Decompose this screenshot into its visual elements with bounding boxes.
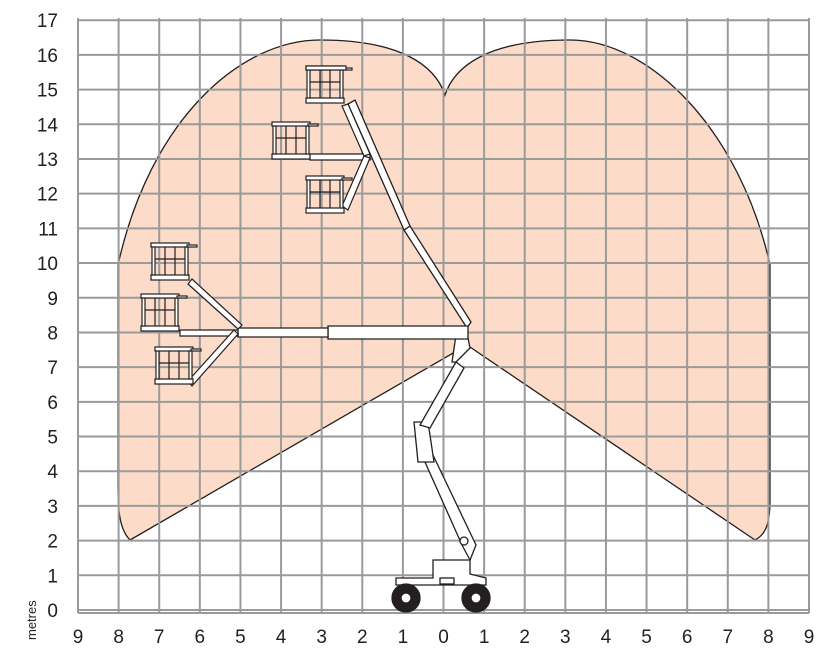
x-tick-label: 7 [154, 627, 165, 648]
x-tick-label: 2 [357, 627, 368, 648]
x-axis-ticks: 9 8 7 6 5 4 3 2 1 0 1 2 3 4 5 6 7 8 9 [73, 627, 815, 648]
x-tick-label: 4 [276, 627, 287, 648]
y-tick-label: 8 [47, 323, 58, 344]
platform-basket [140, 293, 188, 332]
platforms [140, 65, 353, 385]
y-tick-label: 7 [47, 358, 58, 379]
y-tick-label: 12 [37, 185, 58, 206]
y-tick-label: 16 [37, 46, 58, 67]
y-tick-label: 11 [38, 219, 58, 240]
y-tick-label: 5 [47, 428, 58, 449]
x-tick-label: 6 [682, 627, 693, 648]
main-boom-horizontal [327, 325, 469, 340]
x-tick-label: 5 [641, 627, 652, 648]
y-tick-label: 6 [47, 393, 58, 414]
y-tick-label: 2 [47, 532, 58, 553]
x-tick-label: 6 [195, 627, 206, 648]
y-tick-label: 1 [47, 566, 58, 587]
y-tick-label: 14 [37, 115, 59, 136]
boom-lift-base [391, 559, 491, 613]
y-tick-label: 13 [37, 150, 58, 171]
platform-basket [154, 346, 202, 385]
x-tick-label: 0 [438, 627, 449, 648]
y-tick-label: 10 [37, 254, 58, 275]
y-tick-label: 3 [47, 497, 58, 518]
x-tick-label: 3 [316, 627, 327, 648]
x-tick-label: 8 [763, 627, 774, 648]
jib-arms-upper [309, 103, 371, 211]
platform-basket [271, 121, 319, 160]
x-tick-label: 5 [235, 627, 246, 648]
platform-basket [150, 242, 198, 281]
x-tick-label: 8 [113, 627, 124, 648]
y-tick-label: 4 [47, 462, 58, 483]
y-tick-label: 15 [37, 81, 58, 102]
main-boom-positions [237, 99, 472, 340]
y-axis-unit-label: metres [24, 600, 39, 640]
x-tick-label: 7 [722, 627, 733, 648]
platform-basket [305, 65, 347, 71]
y-tick-label: 17 [37, 11, 58, 32]
platform-basket [305, 175, 353, 214]
x-tick-label: 1 [479, 627, 490, 648]
x-tick-label: 9 [73, 627, 84, 648]
grid [77, 18, 810, 614]
y-tick-label: 9 [47, 289, 58, 310]
x-tick-label: 1 [398, 627, 409, 648]
x-tick-label: 4 [601, 627, 612, 648]
x-tick-label: 9 [804, 627, 815, 648]
x-tick-label: 3 [560, 627, 571, 648]
x-tick-label: 2 [519, 627, 530, 648]
y-tick-label: 0 [47, 601, 58, 622]
